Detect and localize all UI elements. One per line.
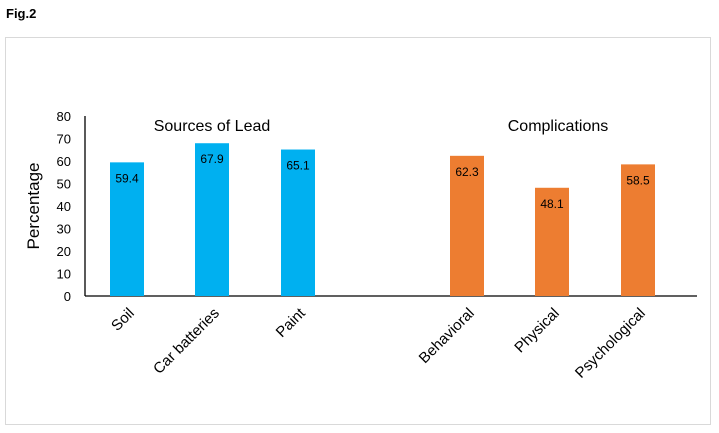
bar [195,143,229,296]
data-label: 65.1 [286,159,310,173]
y-tick-label: 50 [57,177,71,192]
x-tick-label: Psychological [572,305,649,382]
x-tick-label: Physical [511,305,563,357]
y-tick-label: 60 [57,154,71,169]
y-tick-label: 20 [57,244,71,259]
y-tick-label: 10 [57,267,71,282]
figure-label: Fig.2 [6,6,37,21]
data-label: 48.1 [540,197,564,211]
x-tick-label: Paint [273,304,310,341]
bar [450,155,484,296]
data-label: 58.5 [626,173,650,187]
bar [110,162,144,296]
chart-frame [5,37,711,425]
x-tick-label: Behavioral [416,305,478,367]
y-tick-label: 30 [57,222,71,237]
bar [281,149,315,296]
y-axis-label: Percentage [24,163,43,250]
data-label: 59.4 [115,171,139,185]
data-label: 62.3 [455,165,479,179]
y-tick-label: 70 [57,132,71,147]
bar [621,164,655,296]
x-tick-label: Car batteries [150,305,223,378]
y-tick-label: 80 [57,109,71,124]
x-tick-label: Soil [108,305,138,335]
data-label: 67.9 [200,152,224,166]
group-title: Sources of Lead [154,118,271,135]
bar [535,187,569,296]
group-title: Complications [508,118,608,135]
y-tick-label: 40 [57,199,71,214]
y-tick-label: 0 [64,289,71,304]
